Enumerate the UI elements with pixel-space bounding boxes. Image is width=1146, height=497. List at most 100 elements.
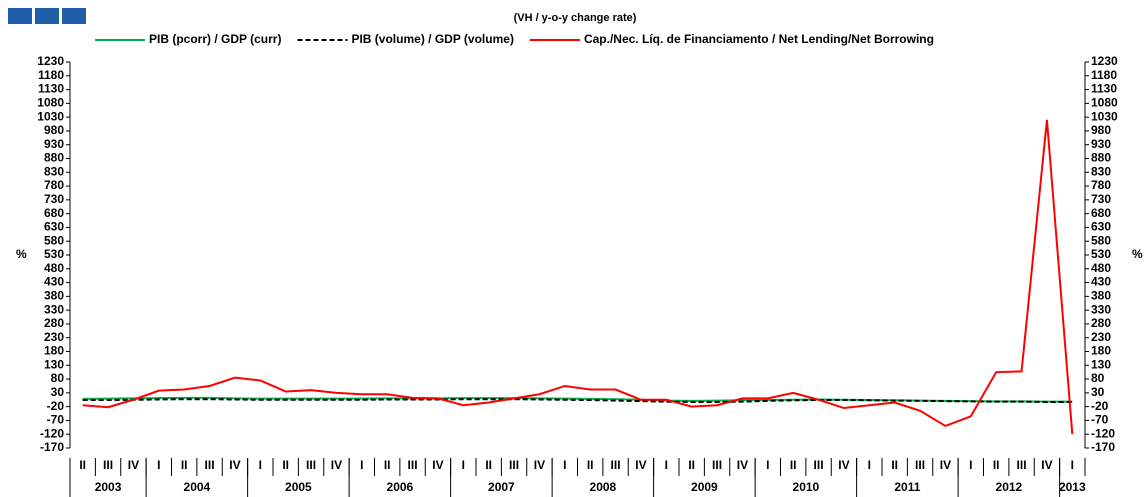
y2-tick-label: 730 bbox=[1091, 192, 1111, 206]
y-tick-label: 880 bbox=[44, 151, 64, 165]
logo-block bbox=[35, 8, 59, 24]
x-tick-label: III bbox=[306, 458, 316, 472]
y-tick-label: 630 bbox=[44, 220, 64, 234]
series-line bbox=[82, 119, 1074, 435]
x-tick-label: II bbox=[282, 458, 289, 472]
y2-tick-label: 780 bbox=[1091, 178, 1111, 192]
x-tick-label: I bbox=[259, 458, 262, 472]
logo-block bbox=[62, 8, 86, 24]
x-tick-label: III bbox=[103, 458, 113, 472]
y-tick-label: 830 bbox=[44, 164, 64, 178]
y2-tick-label: 1230 bbox=[1091, 54, 1118, 68]
x-tick-label: II bbox=[993, 458, 1000, 472]
y2-axis-label: % bbox=[1132, 247, 1143, 261]
y-tick-label: 1230 bbox=[37, 54, 64, 68]
x-tick-label: IV bbox=[838, 458, 849, 472]
y2-tick-label: 1180 bbox=[1091, 68, 1117, 82]
y-tick-label: 730 bbox=[44, 192, 64, 206]
y2-tick-label: 380 bbox=[1091, 289, 1111, 303]
x-tick-label: II bbox=[587, 458, 594, 472]
y2-tick-label: 330 bbox=[1091, 302, 1111, 316]
y2-tick-label: 80 bbox=[1091, 371, 1105, 385]
y2-tick-label: 480 bbox=[1091, 261, 1111, 275]
y2-tick-label: 830 bbox=[1091, 164, 1111, 178]
x-tick-label: II bbox=[79, 458, 86, 472]
y2-tick-label: 530 bbox=[1091, 247, 1111, 261]
y-tick-label: -120 bbox=[40, 426, 64, 440]
y-axis-label: % bbox=[16, 247, 27, 261]
y-tick-label: 930 bbox=[44, 137, 64, 151]
year-label: 2005 bbox=[285, 480, 312, 494]
y-tick-label: 430 bbox=[44, 275, 64, 289]
y-tick-label: 530 bbox=[44, 247, 64, 261]
x-tick-label: I bbox=[766, 458, 769, 472]
x-tick-label: IV bbox=[534, 458, 545, 472]
year-label: 2007 bbox=[488, 480, 515, 494]
x-tick-label: I bbox=[563, 458, 566, 472]
y2-tick-label: 1130 bbox=[1091, 82, 1117, 96]
x-tick-label: II bbox=[790, 458, 797, 472]
y2-tick-label: 130 bbox=[1091, 357, 1111, 371]
x-tick-label: III bbox=[408, 458, 418, 472]
y-tick-label: 180 bbox=[44, 344, 64, 358]
x-tick-label: III bbox=[915, 458, 925, 472]
x-tick-label: II bbox=[891, 458, 898, 472]
y2-tick-label: 930 bbox=[1091, 137, 1111, 151]
y-tick-label: 380 bbox=[44, 289, 64, 303]
y2-tick-label: 30 bbox=[1091, 385, 1105, 399]
x-tick-label: I bbox=[157, 458, 160, 472]
y-tick-label: -20 bbox=[47, 399, 65, 413]
y-tick-label: 1180 bbox=[38, 68, 64, 82]
y2-tick-label: 430 bbox=[1091, 275, 1111, 289]
y-tick-label: 580 bbox=[44, 233, 64, 247]
x-tick-label: I bbox=[360, 458, 363, 472]
x-tick-label: II bbox=[181, 458, 188, 472]
y-tick-label: 330 bbox=[44, 302, 64, 316]
y2-tick-label: 230 bbox=[1091, 330, 1111, 344]
x-tick-label: IV bbox=[128, 458, 139, 472]
y-tick-label: 30 bbox=[51, 385, 65, 399]
x-tick-label: IV bbox=[1041, 458, 1052, 472]
x-tick-label: III bbox=[611, 458, 621, 472]
x-tick-label: I bbox=[868, 458, 871, 472]
x-tick-label: I bbox=[665, 458, 668, 472]
y2-tick-label: -170 bbox=[1091, 440, 1115, 454]
x-tick-label: III bbox=[1017, 458, 1027, 472]
y2-tick-label: 280 bbox=[1091, 316, 1111, 330]
y-tick-label: 980 bbox=[44, 123, 64, 137]
x-tick-label: IV bbox=[940, 458, 951, 472]
y2-tick-label: 180 bbox=[1091, 344, 1111, 358]
year-label: 2003 bbox=[95, 480, 122, 494]
y-tick-label: 680 bbox=[44, 206, 64, 220]
x-tick-label: IV bbox=[229, 458, 240, 472]
x-tick-label: III bbox=[509, 458, 519, 472]
y2-tick-label: -70 bbox=[1091, 413, 1109, 427]
year-label: 2006 bbox=[387, 480, 414, 494]
series-line bbox=[82, 398, 1073, 403]
y-tick-label: 1080 bbox=[37, 96, 64, 110]
subtitle: (VH / y-o-y change rate) bbox=[514, 12, 637, 24]
year-label: 2010 bbox=[793, 480, 820, 494]
y2-tick-label: 880 bbox=[1091, 151, 1111, 165]
x-tick-label: I bbox=[969, 458, 972, 472]
year-label: 2012 bbox=[996, 480, 1023, 494]
y-tick-label: 230 bbox=[44, 330, 64, 344]
x-tick-label: III bbox=[814, 458, 824, 472]
y-tick-label: 280 bbox=[44, 316, 64, 330]
legend-label: PIB (volume) / GDP (volume) bbox=[351, 32, 513, 46]
x-tick-label: I bbox=[1071, 458, 1074, 472]
y2-tick-label: -120 bbox=[1091, 426, 1115, 440]
y-tick-label: -70 bbox=[47, 413, 65, 427]
y2-tick-label: 1080 bbox=[1091, 96, 1118, 110]
y-tick-label: 80 bbox=[51, 371, 65, 385]
x-tick-label: II bbox=[384, 458, 391, 472]
x-tick-label: IV bbox=[432, 458, 443, 472]
x-tick-label: I bbox=[462, 458, 465, 472]
x-tick-label: III bbox=[712, 458, 722, 472]
x-tick-label: II bbox=[485, 458, 492, 472]
y-tick-label: 780 bbox=[44, 178, 64, 192]
year-label: 2008 bbox=[590, 480, 617, 494]
y-tick-label: -170 bbox=[40, 440, 64, 454]
x-tick-label: III bbox=[205, 458, 215, 472]
